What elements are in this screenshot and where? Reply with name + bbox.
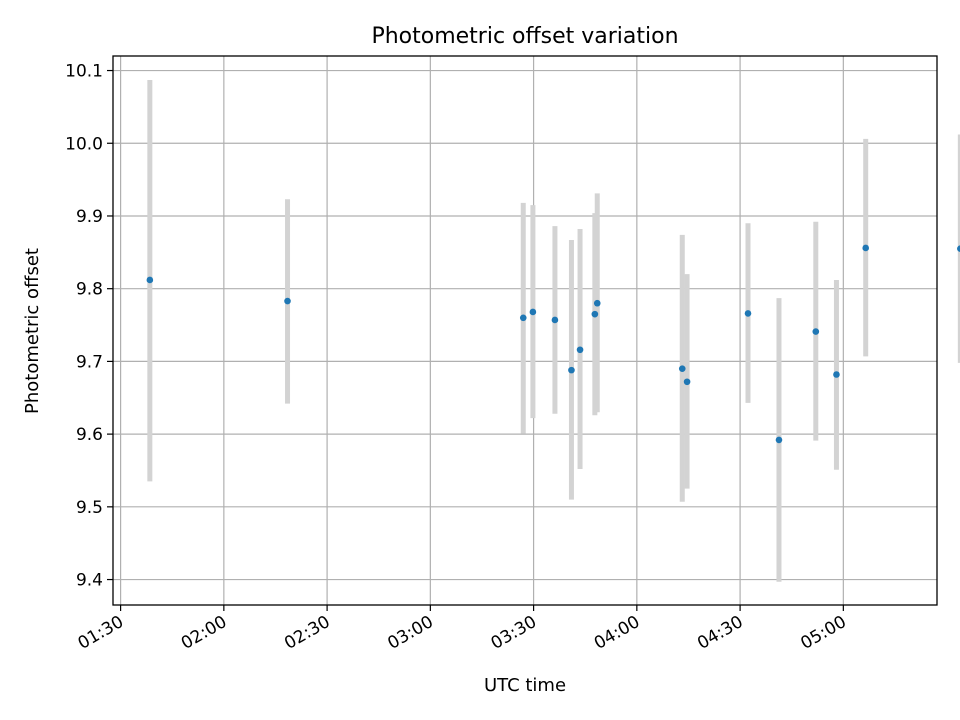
data-point [529, 308, 537, 316]
data-point [744, 310, 752, 317]
x-axis-label: UTC time [484, 675, 566, 696]
y-tick-label: 9.5 [76, 498, 103, 518]
y-tick-label: 10.0 [65, 134, 103, 154]
data-point [593, 299, 601, 307]
chart-title: Photometric offset variation [371, 24, 678, 49]
y-tick-label: 10.1 [65, 62, 103, 82]
data-points [146, 244, 960, 444]
data-point [591, 310, 599, 318]
y-tick-label: 9.7 [76, 352, 103, 372]
y-tick-label: 9.8 [76, 280, 103, 300]
y-axis-ticks: 9.4 9.5 9.6 9.7 9.8 9.9 10.0 10.1 [65, 62, 113, 591]
data-point [284, 297, 291, 305]
data-point [678, 365, 686, 372]
data-point [812, 328, 820, 335]
y-tick-label: 9.4 [76, 571, 103, 591]
y-tick-label: 9.9 [76, 207, 103, 227]
data-point [957, 245, 960, 252]
y-axis-label: Photometric offset [22, 248, 43, 414]
data-point [551, 316, 559, 324]
data-point [862, 244, 870, 252]
data-point [576, 346, 584, 354]
plot-frame [112, 55, 938, 606]
data-point [146, 276, 154, 284]
data-point [519, 314, 527, 322]
data-point [775, 436, 783, 444]
data-point [568, 366, 575, 374]
data-point [683, 378, 691, 386]
y-tick-label: 9.6 [76, 425, 103, 445]
data-point [833, 371, 840, 378]
